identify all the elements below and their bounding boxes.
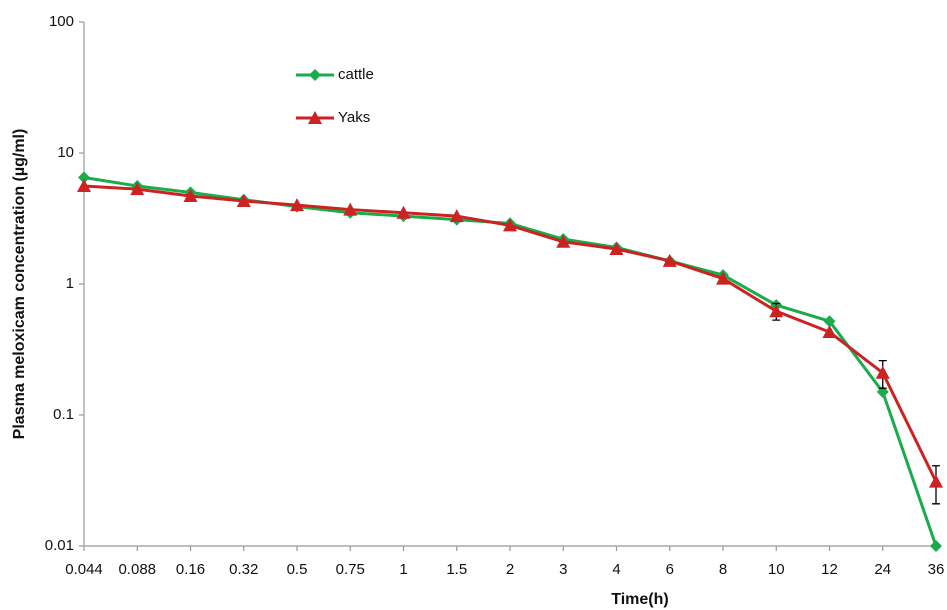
y-axis-title: Plasma meloxicam concentration (µg/ml) (11, 129, 28, 440)
data-point (236, 194, 251, 208)
data-point (822, 325, 837, 339)
data-point (662, 253, 677, 267)
x-tick-label: 0.75 (336, 561, 365, 578)
data-point (823, 315, 836, 328)
x-tick-label: 0.088 (118, 561, 156, 578)
y-tick-label: 1 (66, 275, 74, 292)
data-point (609, 242, 624, 256)
data-point (130, 182, 145, 196)
data-point (876, 385, 889, 398)
data-point (77, 178, 91, 192)
x-tick-label: 6 (666, 561, 674, 578)
y-tick-label: 10 (57, 144, 74, 161)
data-point (183, 188, 198, 202)
data-point (930, 540, 942, 552)
data-point (449, 209, 464, 223)
data-point (78, 171, 90, 184)
data-point (396, 205, 411, 219)
x-tick-label: 1 (399, 561, 407, 578)
x-tick-label: 0.044 (65, 561, 103, 578)
x-tick-label: 2 (506, 561, 514, 578)
data-point (875, 365, 890, 379)
legend-label: Yaks (338, 109, 370, 126)
y-tick-label: 0.1 (53, 406, 74, 423)
legend-label: cattle (338, 66, 374, 83)
data-point (929, 474, 943, 488)
x-tick-label: 4 (612, 561, 620, 578)
y-tick-label: 0.01 (45, 537, 74, 554)
x-tick-label: 12 (821, 561, 838, 578)
legend-marker (309, 69, 321, 81)
data-point (290, 198, 304, 212)
data-point (769, 304, 784, 318)
x-tick-label: 8 (719, 561, 727, 578)
x-tick-label: 3 (559, 561, 567, 578)
y-tick-label: 100 (49, 13, 74, 30)
x-tick-label: 0.32 (229, 561, 258, 578)
data-point (716, 271, 730, 285)
data-point (503, 218, 517, 232)
data-point (556, 234, 571, 248)
x-tick-label: 36 (928, 561, 945, 578)
x-tick-label: 0.16 (176, 561, 205, 578)
x-axis-title: Time(h) (611, 591, 668, 608)
x-tick-label: 10 (768, 561, 785, 578)
legend-marker (308, 111, 322, 124)
data-point (343, 202, 358, 216)
series-line (83, 176, 938, 547)
x-tick-label: 24 (874, 561, 891, 578)
x-tick-label: 1.5 (446, 561, 467, 578)
x-tick-label: 0.5 (287, 561, 308, 578)
